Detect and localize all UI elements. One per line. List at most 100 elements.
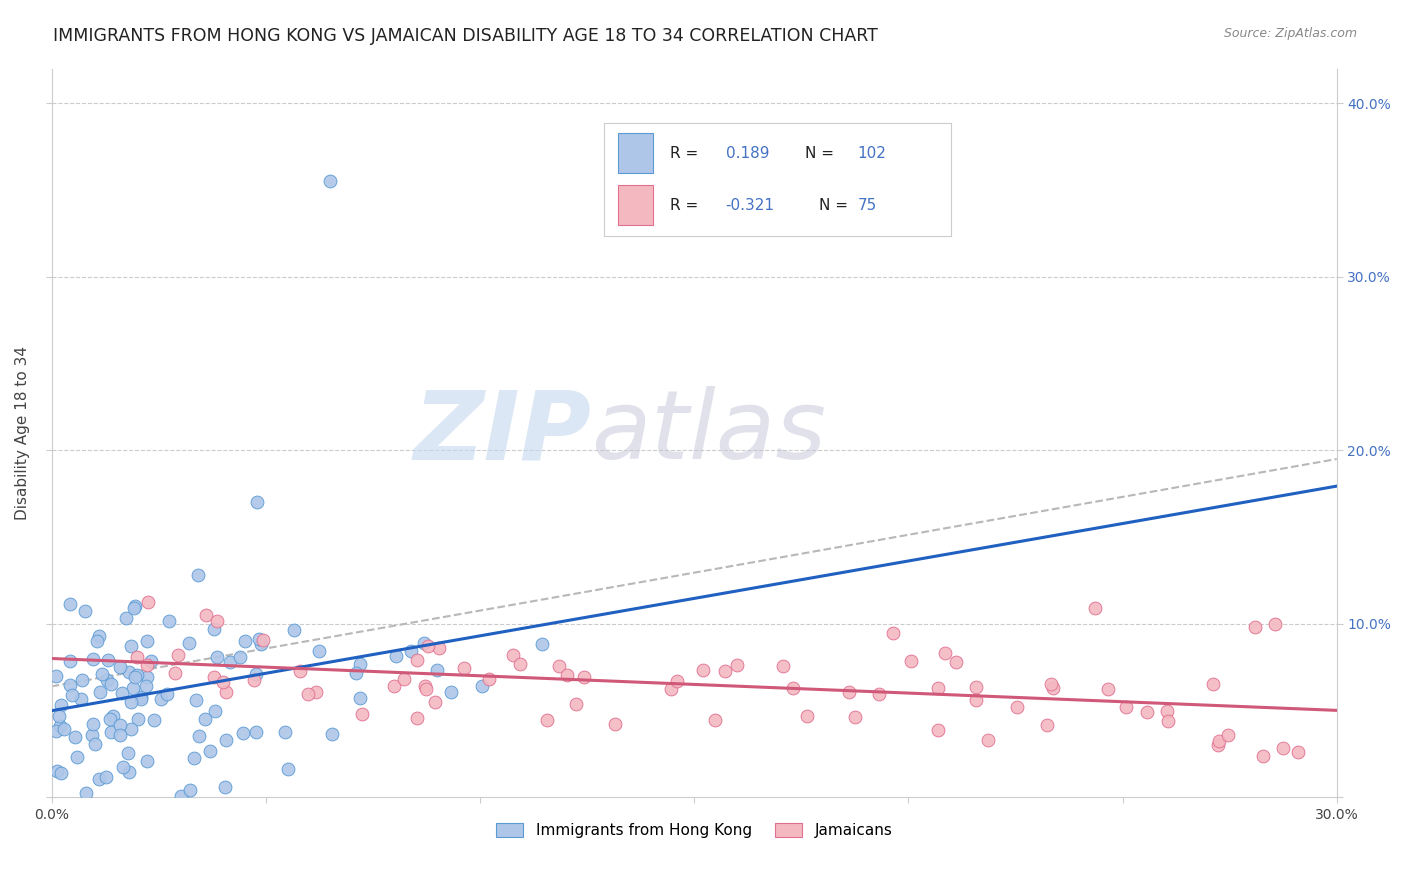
Point	[118, 765, 141, 780]
Point	[136, 595, 159, 609]
Point	[120, 723, 142, 737]
Point	[572, 670, 595, 684]
Point	[135, 670, 157, 684]
Point	[127, 649, 149, 664]
Y-axis label: Disability Age 18 to 34: Disability Age 18 to 34	[15, 346, 30, 520]
Point	[406, 653, 429, 667]
Point	[406, 710, 429, 724]
Point	[122, 600, 145, 615]
Point	[86, 634, 108, 648]
Point	[149, 692, 172, 706]
Point	[94, 770, 117, 784]
Point	[136, 658, 159, 673]
Text: IMMIGRANTS FROM HONG KONG VS JAMAICAN DISABILITY AGE 18 TO 34 CORRELATION CHART: IMMIGRANTS FROM HONG KONG VS JAMAICAN DI…	[53, 27, 879, 45]
Point	[471, 679, 494, 693]
Point	[187, 568, 209, 582]
Point	[352, 707, 374, 722]
Point	[202, 670, 225, 684]
Point	[136, 754, 159, 768]
Point	[1115, 699, 1137, 714]
Point	[1042, 681, 1064, 695]
Point	[120, 695, 142, 709]
Point	[156, 687, 179, 701]
Point	[772, 658, 794, 673]
Point	[661, 682, 683, 697]
Point	[142, 713, 165, 727]
Point	[246, 495, 269, 509]
Point	[665, 674, 688, 689]
Point	[283, 624, 305, 638]
Point	[45, 764, 67, 778]
Point	[75, 786, 97, 800]
Point	[60, 688, 83, 702]
Point	[49, 698, 72, 713]
Point	[58, 654, 80, 668]
Point	[297, 687, 319, 701]
Point	[927, 681, 949, 696]
Point	[118, 665, 141, 679]
Point	[188, 729, 211, 743]
Point	[965, 680, 987, 694]
Point	[232, 725, 254, 739]
Point	[247, 632, 270, 647]
Point	[453, 661, 475, 675]
Point	[212, 675, 235, 690]
Point	[96, 673, 118, 687]
Point	[934, 646, 956, 660]
Point	[45, 724, 67, 739]
Point	[965, 692, 987, 706]
Point	[215, 685, 238, 699]
Point	[478, 672, 501, 686]
Point	[100, 725, 122, 739]
Point	[63, 730, 86, 744]
Point	[124, 670, 146, 684]
Point	[392, 672, 415, 686]
Point	[194, 713, 217, 727]
Point	[101, 709, 124, 723]
Point	[413, 636, 436, 650]
Point	[87, 772, 110, 786]
Point	[382, 679, 405, 693]
Point	[66, 749, 89, 764]
Point	[124, 599, 146, 613]
Point	[305, 685, 328, 699]
Point	[1136, 706, 1159, 720]
Point	[129, 692, 152, 706]
Point	[179, 783, 201, 797]
Point	[530, 637, 553, 651]
Point	[796, 709, 818, 723]
Point	[97, 653, 120, 667]
Point	[72, 673, 94, 687]
Point	[425, 695, 447, 709]
Point	[110, 660, 132, 674]
Point	[48, 709, 70, 723]
Point	[49, 765, 72, 780]
Point	[945, 655, 967, 669]
Point	[565, 697, 588, 711]
Point	[205, 614, 228, 628]
Point	[49, 719, 72, 733]
Point	[111, 686, 134, 700]
Point	[1208, 734, 1230, 748]
Point	[214, 732, 236, 747]
Point	[84, 737, 107, 751]
Text: atlas: atlas	[592, 386, 827, 480]
Point	[782, 681, 804, 695]
Point	[1156, 705, 1178, 719]
Point	[1097, 682, 1119, 697]
Point	[242, 673, 264, 687]
Point	[45, 669, 67, 683]
Point	[319, 174, 342, 188]
Point	[1036, 718, 1059, 732]
Point	[714, 664, 737, 678]
Point	[214, 780, 236, 794]
Point	[838, 685, 860, 699]
Point	[1208, 738, 1230, 752]
Legend: Immigrants from Hong Kong, Jamaicans: Immigrants from Hong Kong, Jamaicans	[489, 817, 898, 845]
Point	[344, 665, 367, 680]
Point	[1202, 677, 1225, 691]
Point	[114, 611, 136, 625]
Point	[120, 639, 142, 653]
Point	[170, 789, 193, 803]
Point	[399, 644, 422, 658]
